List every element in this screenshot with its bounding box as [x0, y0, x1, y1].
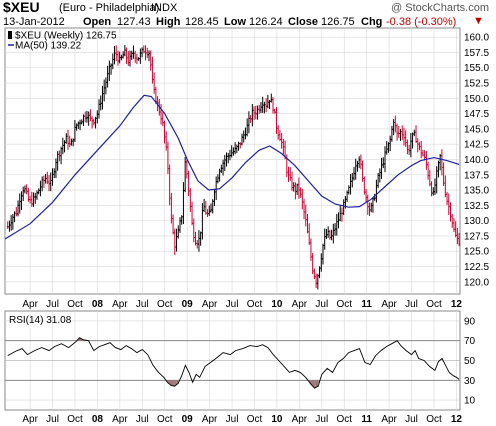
- legend-price: $XEU (Weekly) 126.75: [15, 31, 117, 42]
- x-tick-label: 08: [92, 299, 104, 310]
- x-tick-label: Oct: [247, 299, 263, 310]
- x-tick-label: Jul: [136, 299, 149, 310]
- close-value: 126.75: [321, 16, 355, 28]
- x-tick-label: 10: [271, 299, 283, 310]
- x-tick-label: Apr: [292, 414, 308, 425]
- x-tick-label: 08: [92, 414, 104, 425]
- price-y-tick-label: 132.5: [464, 201, 489, 212]
- x-tick-label: Apr: [292, 299, 308, 310]
- x-tick-label: Jul: [46, 299, 59, 310]
- ma50-line: [4, 94, 460, 240]
- low-label: Low: [224, 16, 246, 28]
- x-tick-label: 11: [361, 299, 372, 310]
- open-value: 127.43: [117, 16, 151, 28]
- legend-ma: MA(50) 139.22: [15, 41, 82, 52]
- quote-date: 13-Jan-2012: [3, 16, 65, 28]
- price-y-tick-label: 125.0: [464, 247, 489, 258]
- x-tick-label: Jul: [315, 299, 328, 310]
- chg-label: Chg: [361, 16, 383, 28]
- open-label: Open: [83, 16, 112, 28]
- rsi-y-tick-label: 90: [464, 316, 476, 327]
- price-legend: $XEU (Weekly) 126.75 MA(50) 139.22: [8, 31, 117, 52]
- x-tick-label: Jul: [315, 414, 328, 425]
- price-y-tick-label: 122.5: [464, 262, 489, 273]
- price-y-tick-label: 135.0: [464, 186, 489, 197]
- price-y-tick-label: 120.0: [464, 277, 489, 288]
- quote-row: 13-Jan-2012 Open 127.43 High 128.45 Low …: [3, 15, 493, 30]
- rsi-y-tick-label: 50: [464, 356, 476, 367]
- x-tick-label: Apr: [22, 299, 38, 310]
- x-tick-label: Jul: [405, 299, 418, 310]
- high-label: High: [156, 16, 181, 28]
- price-y-tick-label: 160.0: [464, 33, 489, 44]
- rsi-label: RSI(14) 31.08: [9, 315, 72, 326]
- x-tick-label: 09: [182, 299, 194, 310]
- rsi-oversold-fill: [171, 380, 175, 387]
- rsi-line: [7, 337, 460, 389]
- price-y-tick-label: 137.5: [464, 170, 489, 181]
- price-panel-frame: [4, 27, 461, 295]
- x-tick-label: Oct: [67, 299, 83, 310]
- x-tick-label: 11: [361, 414, 372, 425]
- x-tick-label: Oct: [157, 414, 173, 425]
- price-y-tick-label: 157.5: [464, 48, 489, 59]
- bar-icon: [8, 31, 12, 39]
- x-tick-label: Oct: [67, 414, 83, 425]
- x-tick-label: Oct: [157, 299, 173, 310]
- x-tick-label: Jul: [136, 414, 149, 425]
- price-y-tick-label: 155.0: [464, 63, 489, 74]
- x-tick-label: Apr: [202, 414, 218, 425]
- price-y-tick-label: 147.5: [464, 109, 489, 120]
- rsi-y-tick-label: 10: [464, 396, 476, 407]
- x-tick-label: Apr: [381, 414, 397, 425]
- x-tick-label: Oct: [336, 414, 352, 425]
- rsi-y-tick-label: 70: [464, 336, 476, 347]
- x-tick-label: 12: [451, 414, 463, 425]
- price-y-tick-label: 142.5: [464, 140, 489, 151]
- chg-value: -0.38 (-0.30%): [386, 16, 457, 28]
- rsi-oversold-fill: [174, 380, 179, 387]
- rsi-y-tick-label: 30: [464, 376, 476, 387]
- x-tick-label: Oct: [336, 299, 352, 310]
- x-tick-label: Jul: [226, 414, 239, 425]
- rsi-oversold-fill: [311, 380, 315, 389]
- chart-title-row: $XEU (Euro - Philadelphia) INDX @ StockC…: [3, 0, 493, 16]
- x-tick-label: Apr: [22, 414, 38, 425]
- x-tick-label: Apr: [202, 299, 218, 310]
- down-triangle-icon: ▼: [473, 15, 484, 27]
- x-tick-label: Jul: [46, 414, 59, 425]
- price-y-tick-label: 152.5: [464, 79, 489, 90]
- x-tick-label: Oct: [426, 414, 442, 425]
- x-tick-label: Jul: [226, 299, 239, 310]
- high-value: 128.45: [185, 16, 219, 28]
- price-y-tick-label: 127.5: [464, 231, 489, 242]
- stockcharts-logo[interactable]: @ StockCharts.com: [391, 2, 489, 14]
- x-tick-label: 10: [271, 414, 283, 425]
- x-tick-label: Oct: [426, 299, 442, 310]
- x-tick-label: 12: [451, 299, 463, 310]
- price-y-tick-label: 130.0: [464, 216, 489, 227]
- price-bar: [458, 232, 461, 247]
- price-y-tick-label: 140.0: [464, 155, 489, 166]
- x-tick-label: Jul: [405, 414, 418, 425]
- instrument-name: (Euro - Philadelphia): [59, 2, 160, 14]
- price-y-tick-label: 150.0: [464, 94, 489, 105]
- close-label: Close: [288, 16, 318, 28]
- ticker-symbol: $XEU: [3, 0, 40, 15]
- x-tick-label: Oct: [247, 414, 263, 425]
- low-value: 126.24: [249, 16, 283, 28]
- price-y-tick-label: 145.0: [464, 124, 489, 135]
- x-tick-label: 09: [182, 414, 194, 425]
- x-tick-label: Apr: [112, 414, 128, 425]
- x-tick-label: Apr: [381, 299, 397, 310]
- exchange-label: INDX: [151, 2, 178, 14]
- x-tick-label: Apr: [112, 299, 128, 310]
